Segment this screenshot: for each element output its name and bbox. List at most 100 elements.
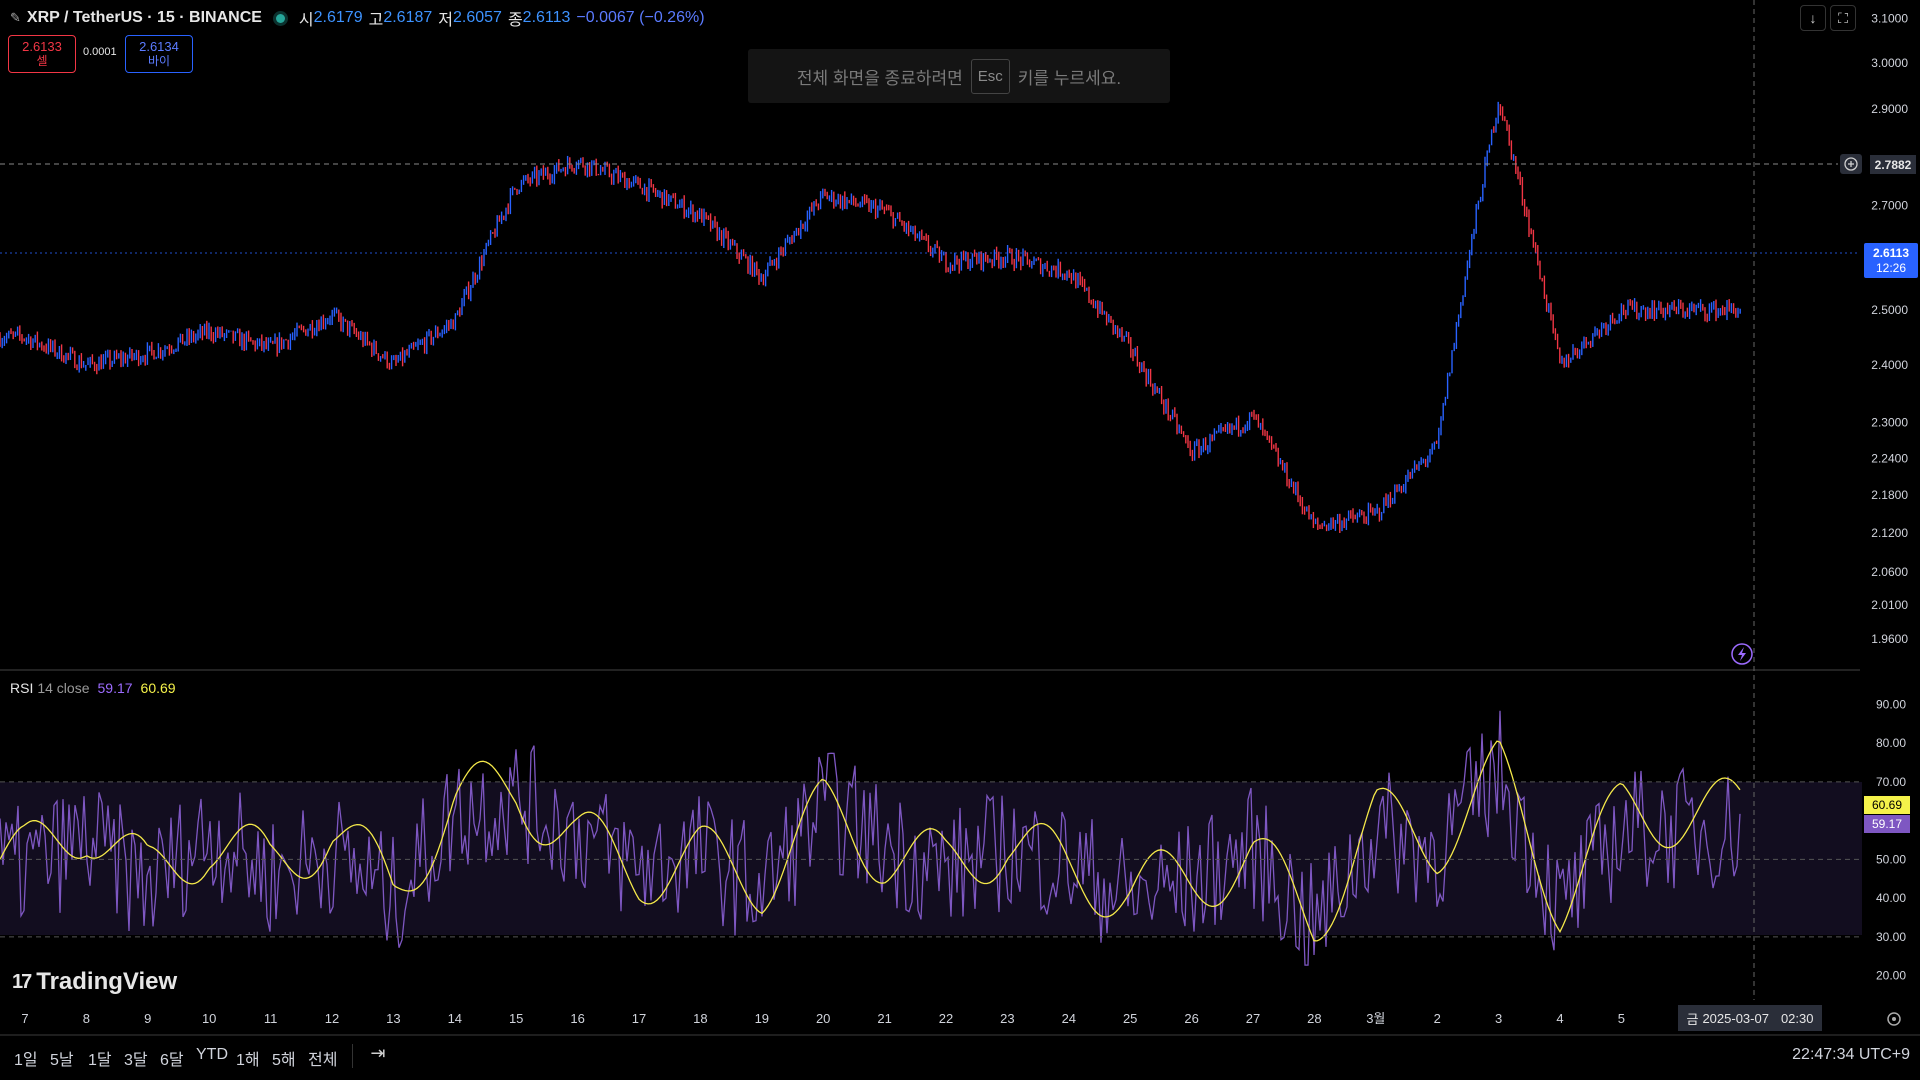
- range-button[interactable]: 1해: [236, 1052, 260, 1069]
- price-pane[interactable]: [0, 101, 1741, 533]
- time-axis-label: 3: [1495, 1011, 1502, 1026]
- price-axis-label: 2.5000: [1871, 303, 1908, 317]
- price-axis-label: 2.2400: [1871, 451, 1908, 465]
- close-value: 2.6113: [522, 9, 571, 26]
- range-button[interactable]: 5날: [50, 1052, 74, 1069]
- close-label: 종: [507, 12, 523, 29]
- time-axis-label: 15: [509, 1011, 523, 1026]
- change-value: −0.0067 (−0.26%): [576, 9, 705, 26]
- time-axis-label: 28: [1307, 1011, 1321, 1026]
- rsi-band-fill: [0, 782, 1862, 935]
- gear-icon[interactable]: [1887, 1012, 1901, 1026]
- crosshair-date: 2025-03-07: [1702, 1010, 1769, 1026]
- fullscreen-icon[interactable]: ⛶: [1830, 5, 1856, 31]
- crosshair-day: 금: [1686, 1011, 1699, 1027]
- rsi-value-label: 59.17: [1864, 815, 1910, 833]
- time-axis-label: 16: [570, 1011, 584, 1026]
- low-value: 2.6057: [453, 9, 502, 26]
- crosshair-add-icon[interactable]: [1840, 154, 1862, 174]
- time-axis[interactable]: 7 8 9 10 11 12 13 14 15 16 17 18 19 20 21 22 23 24 25 26 27 2…: [21, 1011, 1625, 1026]
- rsi-axis[interactable]: 90.00 80.00 70.00 50.00 40.00 30.00 20.00: [0, 697, 1906, 983]
- high-value: 2.6187: [383, 9, 433, 26]
- time-axis-label: 26: [1184, 1011, 1198, 1026]
- time-axis-label: 22: [939, 1011, 953, 1026]
- price-axis-label: 2.1200: [1871, 526, 1908, 540]
- esc-key: Esc: [970, 58, 1010, 94]
- time-axis-label: 27: [1246, 1011, 1260, 1026]
- range-button[interactable]: 3달: [124, 1052, 148, 1069]
- open-value: 2.6179: [313, 9, 363, 26]
- price-axis-label: 2.0100: [1871, 598, 1908, 612]
- symbol-title[interactable]: XRP / TetherUS · 15 · BINANCE: [26, 9, 262, 26]
- tradingview-logo[interactable]: 17 TradingView: [12, 968, 177, 996]
- rsi-axis-label: 80.00: [1876, 736, 1906, 750]
- range-button[interactable]: 전체: [308, 1052, 338, 1069]
- rsi-axis-label: 50.00: [1876, 852, 1906, 866]
- time-axis-label: 20: [816, 1011, 830, 1026]
- range-button[interactable]: 5해: [272, 1052, 296, 1069]
- time-axis-label: 14: [448, 1011, 462, 1026]
- sell-button[interactable]: 2.6133 셀: [8, 35, 76, 73]
- price-axis-label: 1.9600: [1871, 632, 1908, 646]
- crosshair-clock: 02:30: [1780, 1010, 1814, 1026]
- rsi-ma-value-label: 60.69: [1864, 796, 1910, 814]
- price-axis-label: 2.3000: [1871, 416, 1908, 430]
- time-axis-label: 25: [1123, 1011, 1137, 1026]
- high-label: 고: [368, 12, 384, 29]
- time-axis-label: 7: [21, 1011, 28, 1026]
- low-label: 저: [438, 12, 453, 29]
- svg-text:60.69: 60.69: [1872, 798, 1902, 812]
- time-axis-label: 18: [693, 1011, 707, 1026]
- rsi-line: [0, 710, 1741, 966]
- pencil-icon[interactable]: ✎: [10, 10, 21, 25]
- price-axis-label: 2.1800: [1871, 488, 1908, 502]
- toolbar-divider: [352, 1044, 353, 1068]
- time-axis-label: 11: [264, 1011, 278, 1026]
- range-button[interactable]: YTD: [196, 1046, 228, 1063]
- price-axis-label: 2.7000: [1871, 199, 1908, 213]
- price-axis-label: 2.0600: [1871, 565, 1908, 579]
- svg-text:59.17: 59.17: [1872, 817, 1902, 831]
- buy-label: 바이: [147, 54, 171, 68]
- range-button[interactable]: 1일: [14, 1052, 38, 1069]
- price-axis-label: 2.9000: [1871, 102, 1908, 116]
- crosshair-time-label: 금 2025-03-07 02:30: [1678, 1005, 1822, 1031]
- time-axis-label: 19: [755, 1011, 769, 1026]
- market-status-icon[interactable]: [275, 13, 285, 23]
- rsi-legend-value: 59.17: [97, 680, 133, 696]
- time-axis-label: 9: [144, 1011, 151, 1026]
- date-range-icon[interactable]: ⇥: [370, 1043, 386, 1063]
- fullscreen-exit-toast: 전체 화면을 종료하려면 Esc 키를 누르세요.: [748, 49, 1170, 103]
- range-button[interactable]: 6달: [160, 1052, 184, 1069]
- lightning-icon[interactable]: [1731, 643, 1753, 665]
- clock[interactable]: 22:47:34 UTC+9: [1792, 1046, 1910, 1063]
- rsi-params: 14 close: [37, 680, 90, 696]
- time-axis-label: 8: [83, 1011, 90, 1026]
- time-axis-label: 10: [202, 1011, 216, 1026]
- download-icon[interactable]: ↓: [1800, 5, 1826, 31]
- time-axis-label: 3월: [1366, 1011, 1385, 1026]
- spread-value: 0.0001: [83, 46, 117, 58]
- time-axis-label: 23: [1000, 1011, 1014, 1026]
- symbol-legend: ✎ XRP / TetherUS · 15 · BINANCE 시 2.6179 …: [10, 8, 705, 29]
- price-axis-label: 2.4000: [1871, 358, 1908, 372]
- rsi-legend-ma: 60.69: [140, 680, 176, 696]
- rsi-legend: RSI 14 close 59.17 60.69: [10, 680, 176, 696]
- rsi-pane[interactable]: [0, 710, 1741, 966]
- time-axis-label: 13: [386, 1011, 400, 1026]
- sell-price: 2.6133: [22, 39, 62, 54]
- price-axis-label: 3.1000: [1871, 12, 1908, 26]
- rsi-axis-label: 40.00: [1876, 891, 1906, 905]
- price-axis[interactable]: 3.1000 3.0000 2.9000 2.7000 2.5000 2.4000 2.30…: [1871, 12, 1908, 646]
- open-label: 시: [298, 12, 314, 29]
- time-axis-label: 12: [325, 1011, 339, 1026]
- rsi-name[interactable]: RSI: [10, 680, 34, 696]
- rsi-axis-label: 20.00: [1876, 969, 1906, 983]
- buy-button[interactable]: 2.6134 바이: [125, 35, 193, 73]
- time-axis-label: 17: [632, 1011, 646, 1026]
- svg-text:2.6113: 2.6113: [1873, 246, 1909, 260]
- range-button[interactable]: 1달: [88, 1052, 112, 1069]
- toast-text-after: 키를 누르세요.: [1017, 68, 1122, 88]
- time-axis-label: 5: [1618, 1011, 1625, 1026]
